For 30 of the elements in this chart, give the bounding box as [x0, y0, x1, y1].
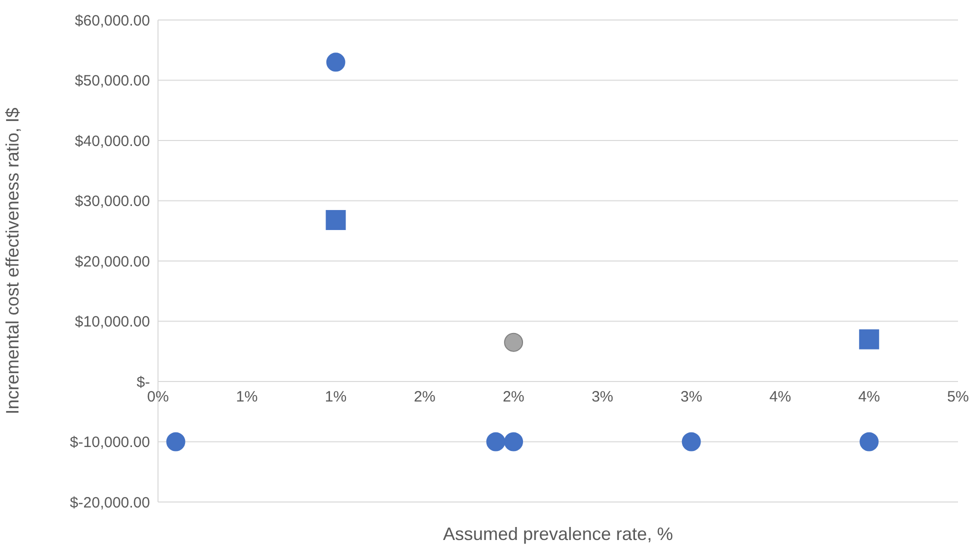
point: [860, 432, 879, 452]
x-axis-title: Assumed prevalence rate, %: [442, 524, 674, 544]
point: [504, 332, 524, 352]
y-tick-label: $50,000.00: [74, 72, 150, 90]
point: [326, 52, 346, 72]
y-tick-label: $-20,000.00: [70, 494, 150, 512]
x-tick-label: 1%: [236, 388, 258, 406]
x-tick-label: 3%: [680, 388, 702, 406]
x-tick-label: 4%: [769, 388, 792, 406]
point: [486, 432, 506, 452]
y-tick-label: $40,000.00: [74, 132, 150, 150]
y-tick-label: $60,000.00: [74, 12, 150, 30]
x-tick-label: 5%: [947, 388, 969, 406]
x-tick-label: 4%: [858, 388, 880, 406]
point: [166, 432, 186, 452]
y-tick-label: $30,000.00: [74, 193, 150, 210]
x-tick-label: 1%: [324, 388, 347, 406]
y-tick-label: $10,000.00: [74, 314, 150, 331]
point: [326, 210, 346, 230]
y-tick-label: $-: [136, 374, 150, 391]
x-tick-label: 2%: [414, 388, 436, 406]
point: [504, 432, 524, 452]
point: [682, 432, 701, 452]
x-tick-label: 0%: [147, 388, 169, 406]
point: [859, 329, 880, 350]
y-tick-label: $-10,000.00: [70, 434, 150, 452]
y-axis-title: Incremental cost effectiveness ratio, I$: [2, 108, 22, 414]
y-tick-label: $20,000.00: [74, 253, 150, 270]
x-tick-label: 2%: [502, 388, 524, 406]
x-tick-label: 3%: [592, 388, 614, 406]
